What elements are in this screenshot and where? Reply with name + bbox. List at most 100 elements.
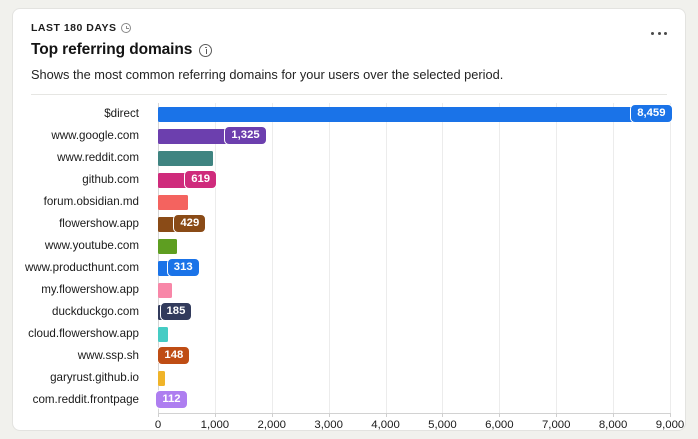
clock-icon	[121, 23, 132, 33]
bar-category-label: www.youtube.com	[44, 239, 139, 252]
bar-track: 429	[153, 213, 685, 235]
card-title-row: Top referring domains	[31, 41, 667, 59]
bar-category-label: www.reddit.com	[57, 151, 139, 164]
x-tick-label: 4,000	[371, 419, 400, 431]
bar-row[interactable]: www.google.com 1,325	[13, 125, 685, 147]
bar[interactable]	[158, 106, 640, 122]
info-icon[interactable]	[199, 43, 213, 57]
x-tick-mark	[499, 413, 501, 417]
x-tick-label: 6,000	[485, 419, 514, 431]
bar-category-label: duckduckgo.com	[52, 305, 139, 318]
bar-row[interactable]: com.reddit.frontpage 112	[13, 389, 685, 411]
x-tick-mark	[214, 413, 216, 417]
eyebrow-label: LAST 180 DAYS	[31, 22, 117, 34]
bar-category-label: com.reddit.frontpage	[32, 393, 139, 406]
x-tick-mark	[613, 413, 615, 417]
gridline	[556, 103, 558, 413]
period-eyebrow: LAST 180 DAYS	[31, 22, 667, 34]
top-referring-domains-card: LAST 180 DAYS Top referring domains Show…	[12, 8, 686, 431]
bar-value-badge: 8,459	[630, 104, 673, 123]
bar-track	[153, 235, 685, 257]
bar-track: 1,325	[153, 125, 685, 147]
card-header: LAST 180 DAYS Top referring domains Show…	[13, 9, 685, 95]
bar-track: 148	[153, 345, 685, 367]
x-tick-mark	[158, 413, 159, 417]
x-tick-mark	[556, 413, 558, 417]
bar-row[interactable]: my.flowershow.app	[13, 279, 685, 301]
card-subtitle: Shows the most common referring domains …	[31, 67, 504, 82]
x-tick-mark	[670, 413, 671, 417]
bar-row[interactable]: www.youtube.com	[13, 235, 685, 257]
kebab-dot-2	[657, 32, 661, 35]
bar-value-badge: 112	[155, 390, 188, 409]
x-tick-label: 3,000	[314, 419, 343, 431]
x-tick-label: 8,000	[598, 419, 628, 431]
gridline	[271, 103, 273, 413]
x-tick-label: 2,000	[257, 419, 287, 431]
gridline	[499, 103, 501, 413]
bar-row[interactable]: $direct 8,459	[13, 103, 685, 125]
bar-row[interactable]: www.reddit.com	[13, 147, 685, 169]
bar[interactable]	[158, 194, 188, 210]
gridline	[214, 103, 216, 413]
bar-category-label: www.ssp.sh	[77, 349, 139, 362]
bar-row[interactable]: www.producthunt.com 313	[13, 257, 685, 279]
bar-value-badge: 148	[157, 346, 191, 365]
bar[interactable]	[158, 238, 177, 254]
bar-track	[153, 367, 685, 389]
x-axis-line	[158, 413, 671, 414]
x-tick-label: 7,000	[541, 419, 571, 431]
bar[interactable]	[158, 282, 172, 298]
bar-category-label: forum.obsidian.md	[43, 195, 139, 208]
bar-category-label: www.producthunt.com	[24, 261, 139, 274]
x-tick-label: 1,000	[200, 419, 230, 431]
bar[interactable]	[158, 326, 168, 342]
bar-row[interactable]: flowershow.app 429	[13, 213, 685, 235]
bar-value-badge: 185	[159, 302, 193, 321]
kebab-menu-icon[interactable]	[647, 27, 671, 40]
kebab-dot-1	[651, 32, 654, 35]
gridline	[613, 103, 615, 413]
x-tick-label: 5,000	[428, 419, 457, 431]
bar-category-label: www.google.com	[51, 129, 139, 142]
bar-track	[153, 279, 685, 301]
chart-rows: $direct 8,459 www.google.com 1,325 www.reddi…	[13, 103, 685, 411]
bar-row[interactable]: garyrust.github.io	[13, 367, 685, 389]
bar-value-badge: 429	[173, 214, 207, 233]
chart-gridlines	[158, 103, 671, 413]
bar[interactable]	[158, 150, 213, 166]
bar-value-badge: 619	[184, 170, 218, 189]
bar-category-label: cloud.flowershow.app	[28, 327, 139, 340]
header-divider	[31, 94, 667, 95]
page-title: Top referring domains	[31, 41, 193, 58]
kebab-dot-3	[664, 32, 667, 35]
bar-row[interactable]: cloud.flowershow.app	[13, 323, 685, 345]
bar-track: 112	[153, 389, 685, 411]
bar-row[interactable]: duckduckgo.com 185	[13, 301, 685, 323]
gridline	[442, 103, 444, 413]
bar-track: 313	[153, 257, 685, 279]
bar-category-label: flowershow.app	[59, 217, 139, 230]
bar-row[interactable]: www.ssp.sh 148	[13, 345, 685, 367]
x-axis-ticks: 0 1,000 2,000 3,000 4,000 5,000 6,000 7,000 8,00…	[13, 413, 685, 431]
x-tick-label: 0	[154, 419, 162, 431]
bar-category-label: $direct	[104, 107, 139, 120]
bar-track: 8,459	[153, 103, 685, 125]
bar-value-badge: 1,325	[224, 126, 267, 145]
x-tick-label: 9,000	[655, 419, 685, 431]
bar-category-label: github.com	[82, 173, 139, 186]
bar-category-label: garyrust.github.io	[50, 371, 139, 384]
bar-track: 185	[153, 301, 685, 323]
bar-row[interactable]: forum.obsidian.md	[13, 191, 685, 213]
gridline	[328, 103, 330, 413]
gridline	[158, 103, 159, 413]
bar-track	[153, 323, 685, 345]
x-tick-mark	[442, 413, 444, 417]
bar-track	[153, 147, 685, 169]
gridline	[670, 103, 671, 413]
bar[interactable]	[158, 128, 234, 144]
bar-chart: $direct 8,459 www.google.com 1,325 www.reddi…	[13, 95, 685, 430]
bar[interactable]	[158, 370, 165, 386]
bar-row[interactable]: github.com 619	[13, 169, 685, 191]
bar-track	[153, 191, 685, 213]
